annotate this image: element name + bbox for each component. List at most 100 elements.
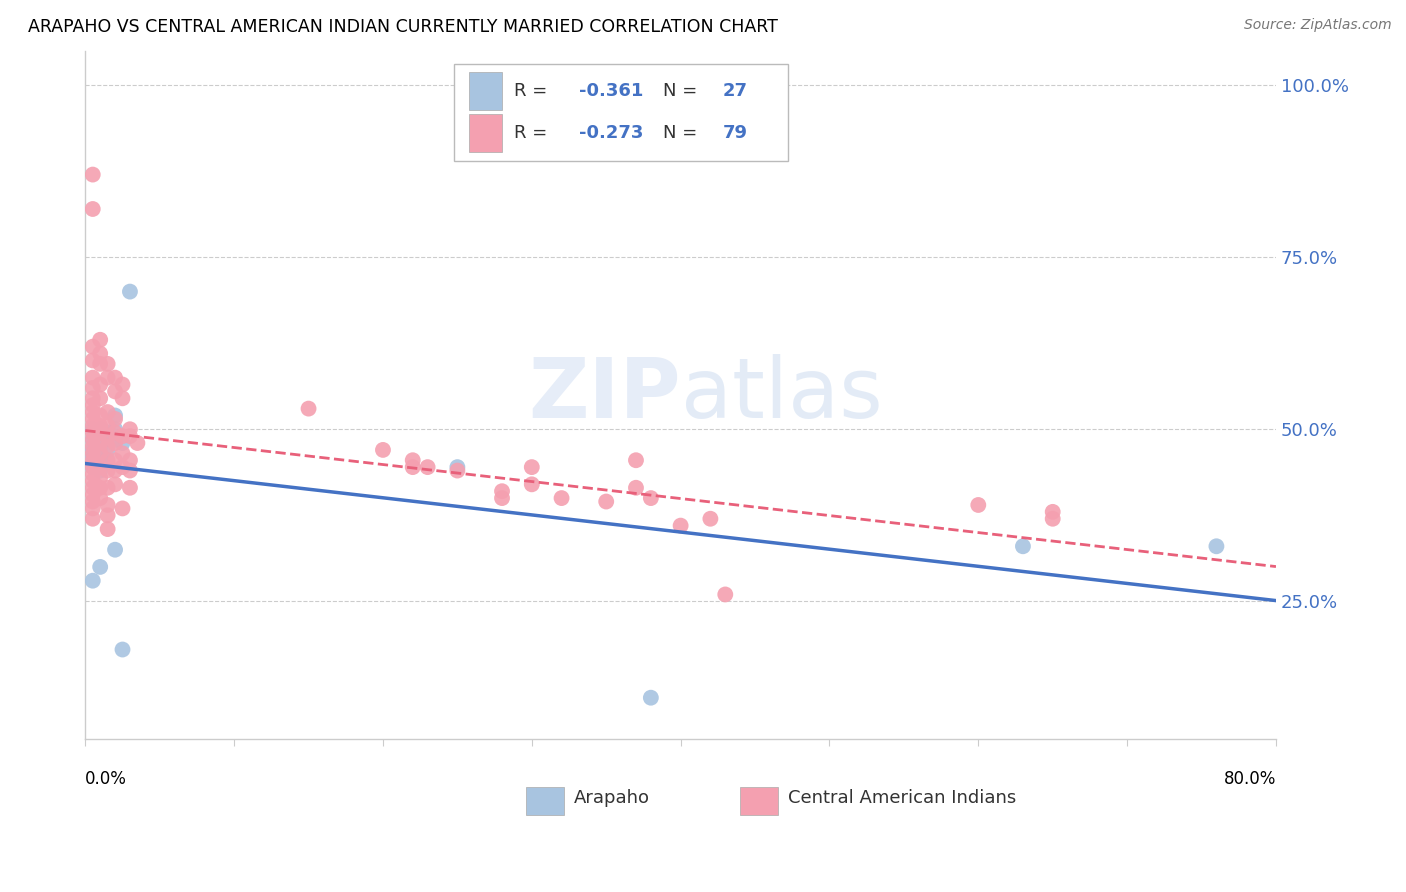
Point <box>82 446 104 460</box>
Point <box>89 491 111 505</box>
Text: 0.0%: 0.0% <box>86 770 127 788</box>
Point <box>82 412 104 426</box>
Point <box>520 460 543 475</box>
Point <box>104 412 127 426</box>
Point <box>82 453 104 467</box>
FancyBboxPatch shape <box>454 64 787 161</box>
Point <box>97 370 120 384</box>
Point <box>89 357 111 371</box>
Point <box>595 494 617 508</box>
Point <box>82 494 104 508</box>
Text: N =: N = <box>662 124 703 143</box>
Point <box>89 560 111 574</box>
Point <box>118 464 141 478</box>
Point <box>89 453 111 467</box>
Point <box>297 401 319 416</box>
Point <box>104 436 127 450</box>
Point <box>104 409 127 423</box>
Point <box>82 460 104 475</box>
Point <box>89 346 111 360</box>
Text: ZIP: ZIP <box>529 354 681 435</box>
Point <box>104 477 127 491</box>
Point <box>111 429 134 443</box>
Point <box>89 460 111 475</box>
Point <box>82 202 104 216</box>
Point <box>104 542 127 557</box>
Point <box>82 418 104 433</box>
Text: R =: R = <box>515 81 553 100</box>
Point <box>416 460 439 475</box>
Point <box>118 453 141 467</box>
Point <box>82 433 104 447</box>
Text: 27: 27 <box>723 81 748 100</box>
Point <box>82 381 104 395</box>
Point <box>624 453 647 467</box>
FancyBboxPatch shape <box>468 114 502 153</box>
Point <box>1205 539 1227 553</box>
Point <box>82 392 104 406</box>
Point <box>89 433 111 447</box>
Point <box>967 498 990 512</box>
Point <box>111 642 134 657</box>
Point <box>89 377 111 392</box>
FancyBboxPatch shape <box>526 788 564 814</box>
Point <box>89 409 111 423</box>
Point <box>118 481 141 495</box>
Point <box>1012 539 1035 553</box>
Point <box>82 574 104 588</box>
Point <box>97 440 120 454</box>
Text: 79: 79 <box>723 124 748 143</box>
Point <box>669 518 692 533</box>
Point <box>82 481 104 495</box>
FancyBboxPatch shape <box>740 788 779 814</box>
Point <box>97 481 120 495</box>
Point <box>640 690 662 705</box>
Text: ARAPAHO VS CENTRAL AMERICAN INDIAN CURRENTLY MARRIED CORRELATION CHART: ARAPAHO VS CENTRAL AMERICAN INDIAN CURRE… <box>28 18 778 36</box>
Point <box>97 522 120 536</box>
Point <box>82 467 104 481</box>
Point <box>89 418 111 433</box>
Point <box>82 450 104 464</box>
Point <box>111 392 134 406</box>
Point <box>89 436 111 450</box>
FancyBboxPatch shape <box>468 71 502 110</box>
Point <box>82 425 104 440</box>
Point <box>82 474 104 488</box>
Point <box>550 491 572 505</box>
Point <box>97 418 120 433</box>
Point <box>89 446 111 460</box>
Point <box>82 488 104 502</box>
Point <box>82 460 104 475</box>
Point <box>127 436 149 450</box>
Point <box>624 481 647 495</box>
Point <box>104 422 127 436</box>
Point <box>402 453 425 467</box>
Point <box>104 370 127 384</box>
Point <box>97 425 120 440</box>
Point <box>82 353 104 368</box>
Point <box>97 464 120 478</box>
Point <box>82 440 104 454</box>
Text: -0.361: -0.361 <box>579 81 644 100</box>
Point <box>82 405 104 419</box>
Text: Arapaho: Arapaho <box>574 789 650 806</box>
Point <box>104 453 127 467</box>
Point <box>491 484 513 499</box>
Point <box>89 481 111 495</box>
Point <box>1042 512 1064 526</box>
Text: Central American Indians: Central American Indians <box>787 789 1017 806</box>
Point <box>97 357 120 371</box>
Point <box>82 422 104 436</box>
Point <box>714 587 737 601</box>
Point <box>82 453 104 467</box>
Point <box>111 377 134 392</box>
Text: -0.273: -0.273 <box>579 124 644 143</box>
Point <box>111 446 134 460</box>
Point <box>699 512 721 526</box>
Point <box>97 405 120 419</box>
Point <box>89 470 111 484</box>
Point <box>640 491 662 505</box>
Point <box>97 508 120 523</box>
Point <box>82 442 104 457</box>
Text: atlas: atlas <box>681 354 883 435</box>
